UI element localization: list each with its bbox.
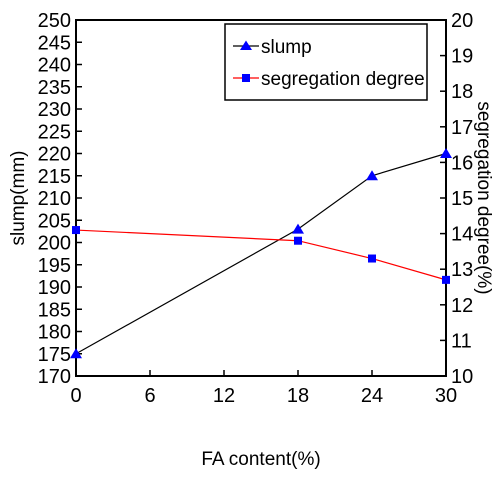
series-lines [75, 152, 447, 355]
legend: slump segregation degree [224, 23, 428, 101]
y2-tick-label: 11 [451, 330, 472, 352]
data-point-segregation-degree [294, 236, 302, 245]
data-point-slump [292, 223, 304, 234]
x-axis-title: FA content(%) [201, 449, 320, 470]
y-axis-title: slump(mm) [8, 151, 29, 246]
legend-label-segregation: segregation degree [261, 69, 425, 90]
y-axis-ticks: 1701751801851901952002052102152202252302… [38, 10, 82, 388]
data-point-slump [366, 170, 378, 181]
y-tick-label: 245 [38, 32, 71, 54]
y2-tick-label: 13 [451, 259, 473, 281]
legend-box [224, 23, 428, 101]
y2-tick-label: 14 [451, 224, 473, 246]
y-tick-label: 230 [38, 99, 71, 121]
data-point-segregation-degree [72, 226, 80, 235]
data-point-segregation-degree [442, 275, 450, 284]
data-point-segregation-degree [368, 254, 376, 263]
y-tick-label: 225 [38, 121, 71, 143]
y-tick-label: 200 [38, 233, 71, 255]
y2-tick-label: 19 [451, 46, 473, 68]
y2-tick-label: 20 [451, 10, 473, 32]
y-tick-label: 250 [38, 10, 71, 32]
y-tick-label: 210 [38, 188, 71, 210]
y-tick-label: 235 [38, 77, 71, 99]
y-tick-label: 170 [38, 366, 71, 388]
data-point-slump [70, 348, 82, 359]
series-line-slump [75, 152, 447, 355]
y2-tick-label: 15 [451, 188, 473, 210]
x-tick-label: 6 [144, 385, 155, 407]
legend-marker-slump [240, 40, 252, 50]
y-tick-label: 205 [38, 210, 71, 232]
y2-axis-title: segregation degree(%) [473, 101, 494, 294]
y-tick-label: 175 [38, 344, 71, 366]
y-tick-label: 180 [38, 322, 71, 344]
y-tick-label: 240 [38, 55, 71, 77]
x-tick-label: 30 [435, 385, 457, 407]
y2-axis-ticks: 10 11 12 13 14 15 16 17 18 19 20 [440, 10, 473, 388]
x-tick-label: 12 [213, 385, 235, 407]
y2-tick-label: 12 [451, 295, 473, 317]
y2-tick-label: 18 [451, 81, 473, 103]
y2-tick-label: 16 [451, 152, 473, 174]
series-line-segregation-degree [75, 229, 447, 281]
x-tick-label: 0 [70, 385, 81, 407]
y-tick-label: 215 [38, 166, 71, 188]
series-markers [70, 148, 452, 359]
y-tick-label: 220 [38, 144, 71, 166]
y2-tick-label: 17 [451, 117, 473, 139]
x-tick-label: 24 [361, 385, 383, 407]
y-tick-label: 190 [38, 277, 71, 299]
y-tick-label: 195 [38, 255, 71, 277]
y-tick-label: 185 [38, 299, 71, 321]
legend-label-slump: slump [261, 37, 312, 58]
legend-marker-segregation [242, 74, 250, 82]
data-point-slump [440, 148, 452, 158]
y2-tick-label: 10 [451, 366, 473, 388]
x-axis-ticks: 0 6 12 18 24 30 [70, 370, 457, 407]
x-tick-label: 18 [287, 385, 309, 407]
